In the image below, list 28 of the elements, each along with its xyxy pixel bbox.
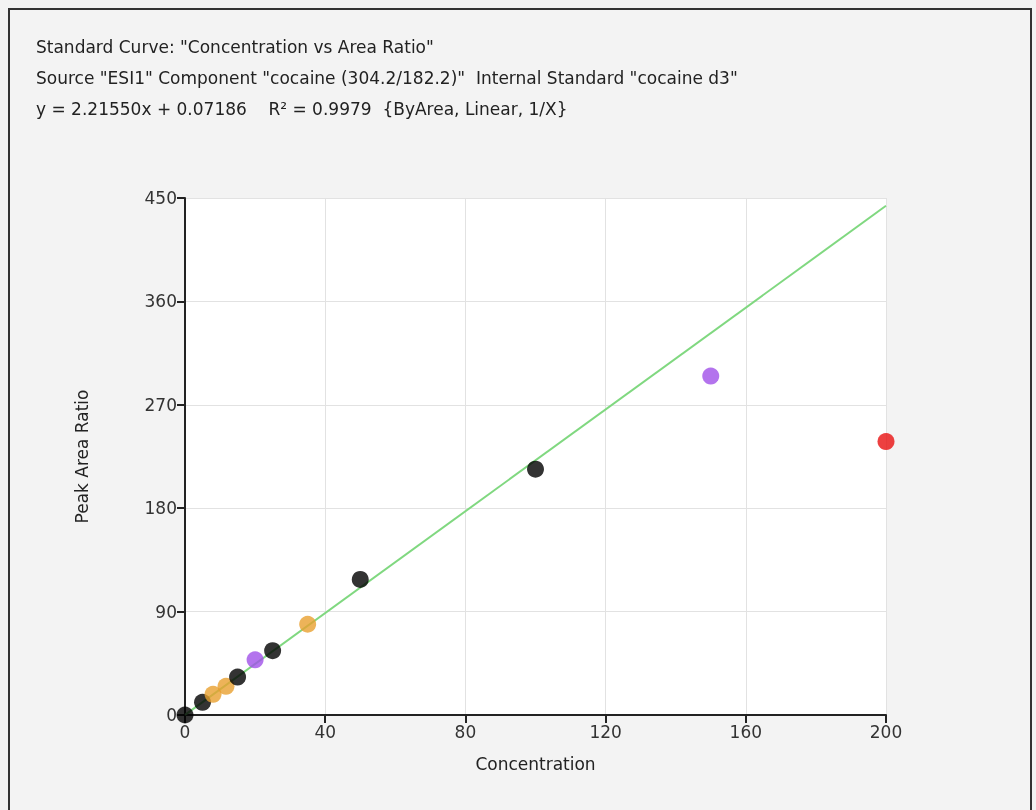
point (264, 642, 282, 660)
x-tick-label: 200 (869, 721, 903, 742)
y-axis-title: Peak Area Ratio (71, 389, 92, 524)
chart-title: Standard Curve: "Concentration vs Area Ratio" (36, 36, 435, 59)
x-tick-label: 40 (314, 721, 337, 742)
y-tick-label: 90 (155, 601, 177, 622)
point (877, 433, 895, 451)
point (229, 668, 247, 686)
y-tick-label: 180 (144, 498, 177, 519)
y-tick-label: 270 (144, 394, 177, 415)
y-tick-label: 0 (166, 705, 177, 725)
point (351, 570, 369, 588)
point (702, 367, 720, 385)
x-tick-label: 160 (729, 721, 763, 742)
point (527, 460, 544, 478)
point (204, 685, 222, 703)
x-axis-title: Concentration (475, 753, 596, 774)
point (299, 615, 317, 633)
x-tick-label: 120 (589, 721, 622, 742)
text: y = 2.21550x + 0.07186 R² = 0.9979 {ByArea, Linear, 1/X} (36, 98, 569, 121)
point (176, 706, 194, 724)
point (246, 651, 264, 669)
y-tick-label: 360 (144, 291, 177, 312)
y-tick-label: 450 (144, 188, 177, 208)
x-tick-label: 0 (179, 721, 191, 742)
point (217, 677, 235, 695)
chart-subtitle: Source "ESI1" Component "cocaine (304.2/182.2)" Internal Standard "cocaine d3" (36, 67, 738, 90)
x-tick-label: 80 (454, 721, 477, 742)
